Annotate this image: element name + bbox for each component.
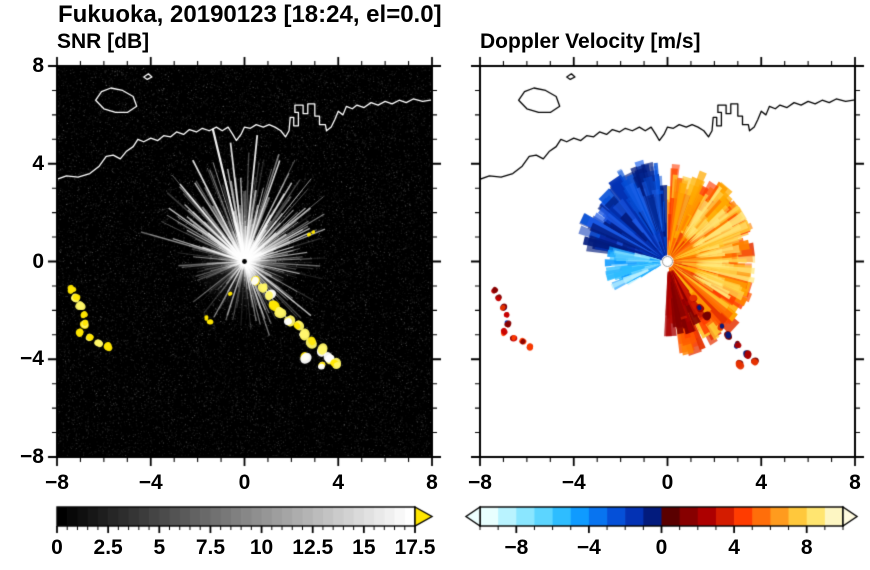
y-tick-label: 4 xyxy=(32,151,44,175)
colorbar-tick-label: 0 xyxy=(655,536,668,559)
x-tick-label: −8 xyxy=(468,471,492,494)
colorbar-tick-label: 0 xyxy=(51,536,63,559)
x-tick-label: 0 xyxy=(661,471,674,494)
doppler-colorbar-canvas xyxy=(458,505,864,539)
colorbar-tick-label: 8 xyxy=(800,536,813,559)
snr-colorbar-canvas xyxy=(50,505,442,539)
colorbar-tick-label: 10 xyxy=(249,536,274,559)
doppler-panel-title: Doppler Velocity [m/s] xyxy=(480,30,701,53)
x-tick-label: 8 xyxy=(849,471,861,494)
colorbar-tick-label: 2.5 xyxy=(93,536,123,559)
colorbar-tick-label: 4 xyxy=(728,536,740,559)
x-tick-label: −4 xyxy=(138,471,163,494)
x-tick-label: 4 xyxy=(332,471,345,494)
colorbar-tick-label: 17.5 xyxy=(394,536,436,559)
doppler-plot-canvas xyxy=(468,54,867,469)
colorbar-tick-label: 15 xyxy=(352,536,376,559)
x-tick-label: −8 xyxy=(45,471,69,494)
colorbar-tick-label: −4 xyxy=(576,536,601,559)
figure-title: Fukuoka, 20190123 [18:24, el=0.0] xyxy=(58,1,442,28)
y-tick-label: 8 xyxy=(32,54,44,77)
snr-plot-canvas xyxy=(45,54,444,469)
colorbar-tick-label: 12.5 xyxy=(292,536,334,559)
colorbar-tick-label: −8 xyxy=(504,536,529,559)
y-tick-label: 0 xyxy=(32,249,44,273)
colorbar-tick-label: 5 xyxy=(153,536,166,559)
y-tick-label: −8 xyxy=(20,445,44,468)
x-tick-label: −4 xyxy=(561,471,586,494)
x-tick-label: 0 xyxy=(238,471,251,494)
x-tick-label: 8 xyxy=(426,471,438,494)
y-tick-label: −4 xyxy=(20,347,44,371)
colorbar-tick-label: 7.5 xyxy=(195,536,226,559)
snr-panel-title: SNR [dB] xyxy=(57,30,150,53)
x-tick-label: 4 xyxy=(755,471,768,494)
